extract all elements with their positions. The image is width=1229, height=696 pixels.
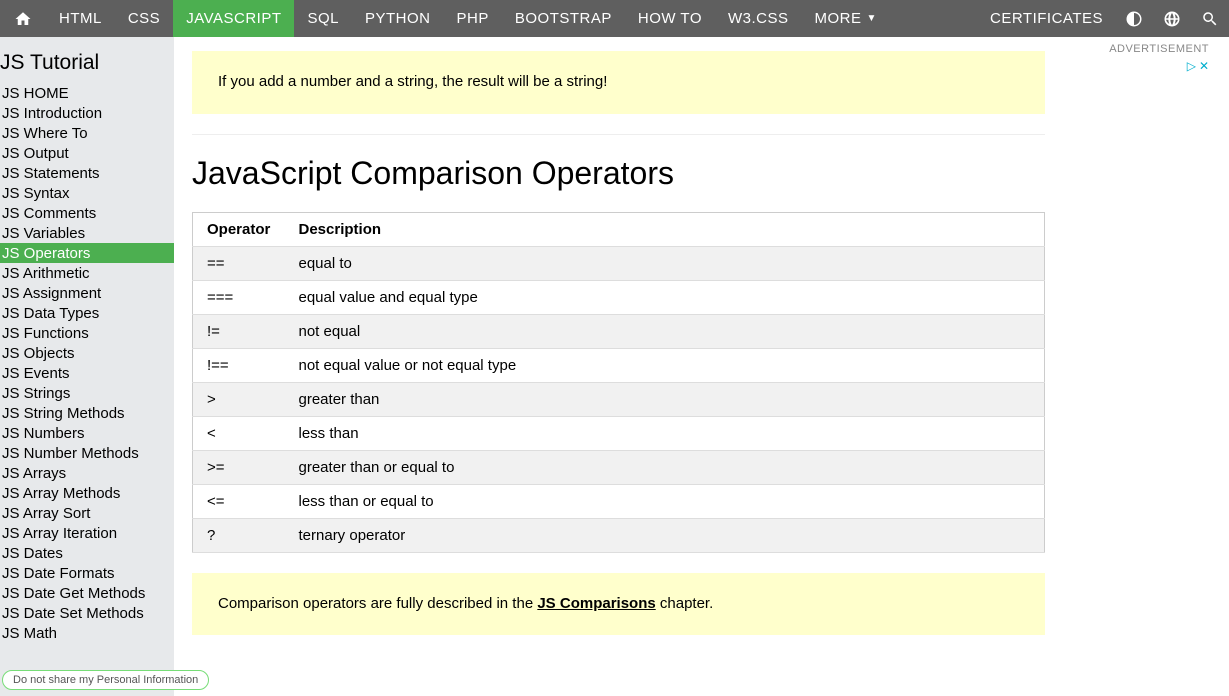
home-icon bbox=[14, 10, 32, 28]
operator-cell: < bbox=[193, 416, 285, 450]
sidebar-item-js-events[interactable]: JS Events bbox=[0, 363, 174, 383]
operator-cell: >= bbox=[193, 450, 285, 484]
ad-column: ADVERTISEMENT ▷✕ bbox=[1059, 37, 1219, 696]
table-row: <=less than or equal to bbox=[193, 484, 1045, 518]
operator-cell: <= bbox=[193, 484, 285, 518]
sidebar-item-js-arithmetic[interactable]: JS Arithmetic bbox=[0, 263, 174, 283]
sidebar-item-js-arrays[interactable]: JS Arrays bbox=[0, 463, 174, 483]
ad-close-icon: ✕ bbox=[1199, 59, 1209, 73]
sidebar-item-js-string-methods[interactable]: JS String Methods bbox=[0, 403, 174, 423]
nav-item-bootstrap[interactable]: BOOTSTRAP bbox=[502, 0, 625, 37]
sidebar-item-js-statements[interactable]: JS Statements bbox=[0, 163, 174, 183]
sidebar-item-js-date-set-methods[interactable]: JS Date Set Methods bbox=[0, 603, 174, 623]
nav-item-javascript[interactable]: JAVASCRIPT bbox=[173, 0, 294, 37]
note-text-1: If you add a number and a string, the re… bbox=[218, 73, 607, 90]
sidebar-item-js-variables[interactable]: JS Variables bbox=[0, 223, 174, 243]
adchoices-icon: ▷ bbox=[1187, 59, 1196, 73]
table-header: Description bbox=[285, 212, 1045, 246]
nav-item-w3-css[interactable]: W3.CSS bbox=[715, 0, 802, 37]
main-content: If you add a number and a string, the re… bbox=[174, 37, 1059, 696]
ad-choices[interactable]: ▷✕ bbox=[1187, 59, 1209, 73]
description-cell: not equal bbox=[285, 314, 1045, 348]
table-row: >greater than bbox=[193, 382, 1045, 416]
table-row: !=not equal bbox=[193, 314, 1045, 348]
contrast-icon bbox=[1125, 10, 1143, 28]
description-cell: equal value and equal type bbox=[285, 280, 1045, 314]
sidebar: JS Tutorial JS HOMEJS IntroductionJS Whe… bbox=[0, 37, 174, 696]
table-row: <less than bbox=[193, 416, 1045, 450]
sidebar-item-js-syntax[interactable]: JS Syntax bbox=[0, 183, 174, 203]
sidebar-item-js-operators[interactable]: JS Operators bbox=[0, 243, 174, 263]
globe-button[interactable] bbox=[1153, 0, 1191, 37]
table-row: ===equal value and equal type bbox=[193, 280, 1045, 314]
top-nav: HTMLCSSJAVASCRIPTSQLPYTHONPHPBOOTSTRAPHO… bbox=[0, 0, 1229, 37]
operator-cell: ? bbox=[193, 518, 285, 552]
operator-cell: == bbox=[193, 246, 285, 280]
nav-item-sql[interactable]: SQL bbox=[294, 0, 352, 37]
sidebar-item-js-home[interactable]: JS HOME bbox=[0, 83, 174, 103]
sidebar-item-js-objects[interactable]: JS Objects bbox=[0, 343, 174, 363]
home-button[interactable] bbox=[0, 0, 46, 37]
operator-cell: === bbox=[193, 280, 285, 314]
operator-cell: != bbox=[193, 314, 285, 348]
operator-cell: !== bbox=[193, 348, 285, 382]
note-box-2: Comparison operators are fully described… bbox=[192, 573, 1045, 636]
table-row: !==not equal value or not equal type bbox=[193, 348, 1045, 382]
sidebar-item-js-introduction[interactable]: JS Introduction bbox=[0, 103, 174, 123]
divider bbox=[192, 134, 1045, 135]
description-cell: equal to bbox=[285, 246, 1045, 280]
sidebar-item-js-number-methods[interactable]: JS Number Methods bbox=[0, 443, 174, 463]
table-row: ==equal to bbox=[193, 246, 1045, 280]
note-text-post: chapter. bbox=[656, 595, 714, 612]
globe-icon bbox=[1163, 10, 1181, 28]
sidebar-item-js-array-methods[interactable]: JS Array Methods bbox=[0, 483, 174, 503]
sidebar-item-js-date-get-methods[interactable]: JS Date Get Methods bbox=[0, 583, 174, 603]
sidebar-item-js-numbers[interactable]: JS Numbers bbox=[0, 423, 174, 443]
sidebar-item-js-output[interactable]: JS Output bbox=[0, 143, 174, 163]
sidebar-item-js-comments[interactable]: JS Comments bbox=[0, 203, 174, 223]
theme-toggle-button[interactable] bbox=[1115, 0, 1153, 37]
privacy-pill[interactable]: Do not share my Personal Information bbox=[2, 670, 209, 690]
description-cell: less than bbox=[285, 416, 1045, 450]
table-row: >=greater than or equal to bbox=[193, 450, 1045, 484]
table-row: ?ternary operator bbox=[193, 518, 1045, 552]
description-cell: not equal value or not equal type bbox=[285, 348, 1045, 382]
caret-down-icon: ▼ bbox=[867, 13, 877, 24]
nav-item-how-to[interactable]: HOW TO bbox=[625, 0, 715, 37]
sidebar-title: JS Tutorial bbox=[0, 47, 174, 83]
description-cell: less than or equal to bbox=[285, 484, 1045, 518]
search-icon bbox=[1201, 10, 1219, 28]
nav-item-css[interactable]: CSS bbox=[115, 0, 173, 37]
sidebar-item-js-math[interactable]: JS Math bbox=[0, 623, 174, 643]
search-button[interactable] bbox=[1191, 0, 1229, 37]
sidebar-item-js-where-to[interactable]: JS Where To bbox=[0, 123, 174, 143]
sidebar-item-js-data-types[interactable]: JS Data Types bbox=[0, 303, 174, 323]
description-cell: greater than bbox=[285, 382, 1045, 416]
nav-item-more-[interactable]: MORE ▼ bbox=[802, 0, 890, 37]
sidebar-item-js-array-sort[interactable]: JS Array Sort bbox=[0, 503, 174, 523]
nav-item-html[interactable]: HTML bbox=[46, 0, 115, 37]
description-cell: ternary operator bbox=[285, 518, 1045, 552]
description-cell: greater than or equal to bbox=[285, 450, 1045, 484]
operator-cell: > bbox=[193, 382, 285, 416]
table-header: Operator bbox=[193, 212, 285, 246]
sidebar-item-js-array-iteration[interactable]: JS Array Iteration bbox=[0, 523, 174, 543]
comparisons-link[interactable]: JS Comparisons bbox=[537, 595, 655, 612]
section-heading: JavaScript Comparison Operators bbox=[192, 155, 1045, 192]
note-text-pre: Comparison operators are fully described… bbox=[218, 595, 537, 612]
sidebar-item-js-date-formats[interactable]: JS Date Formats bbox=[0, 563, 174, 583]
nav-item-php[interactable]: PHP bbox=[444, 0, 502, 37]
sidebar-item-js-functions[interactable]: JS Functions bbox=[0, 323, 174, 343]
operators-table: OperatorDescription ==equal to===equal v… bbox=[192, 212, 1045, 553]
sidebar-item-js-assignment[interactable]: JS Assignment bbox=[0, 283, 174, 303]
note-box-1: If you add a number and a string, the re… bbox=[192, 51, 1045, 114]
sidebar-item-js-strings[interactable]: JS Strings bbox=[0, 383, 174, 403]
sidebar-item-js-dates[interactable]: JS Dates bbox=[0, 543, 174, 563]
ad-label: ADVERTISEMENT bbox=[1069, 43, 1209, 55]
nav-certificates[interactable]: CERTIFICATES bbox=[978, 0, 1115, 37]
nav-item-python[interactable]: PYTHON bbox=[352, 0, 444, 37]
